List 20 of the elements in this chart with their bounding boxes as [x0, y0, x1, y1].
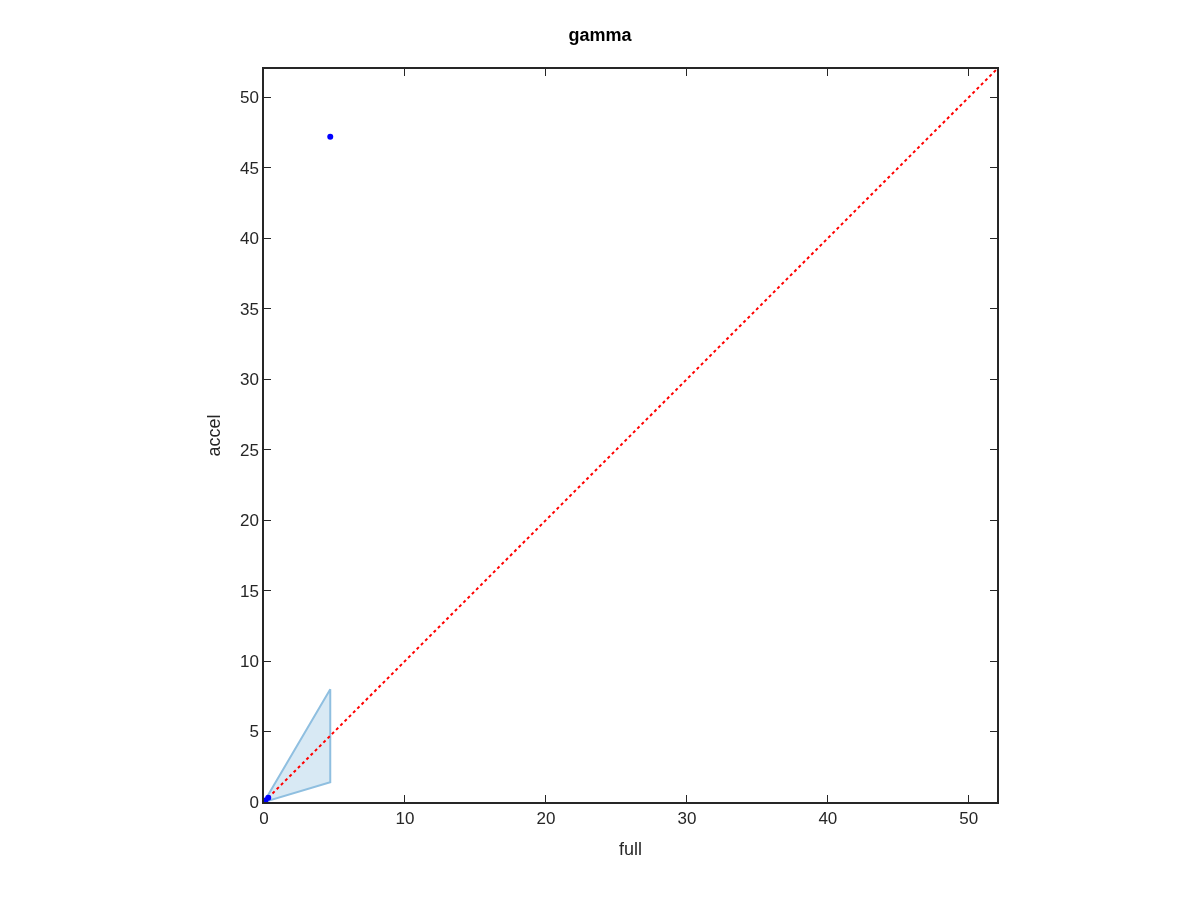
y-tick-label: 20: [239, 511, 259, 531]
y-tick-label: 45: [239, 158, 259, 178]
y-tick-label: 15: [239, 581, 259, 601]
chart-title: gamma: [568, 24, 633, 45]
x-tick-label: 10: [395, 809, 415, 829]
y-tick-label: 30: [239, 370, 259, 390]
x-tick-label: 30: [677, 809, 697, 829]
y-tick-label: 50: [239, 88, 259, 108]
y-tick-label: 25: [239, 440, 259, 460]
y-tick-label: 35: [239, 299, 259, 319]
y-axis-title: accel: [203, 414, 224, 457]
x-tick-label: 20: [536, 809, 556, 829]
x-tick-label: 40: [818, 809, 838, 829]
y-tick-label: 10: [239, 651, 259, 671]
y-tick-label: 0: [249, 792, 259, 812]
x-axis-title: full: [618, 838, 643, 859]
y-tick-label: 40: [239, 229, 259, 249]
point: [327, 133, 334, 140]
x-tick-label: 50: [959, 809, 979, 829]
y-tick-label: 5: [249, 722, 259, 742]
